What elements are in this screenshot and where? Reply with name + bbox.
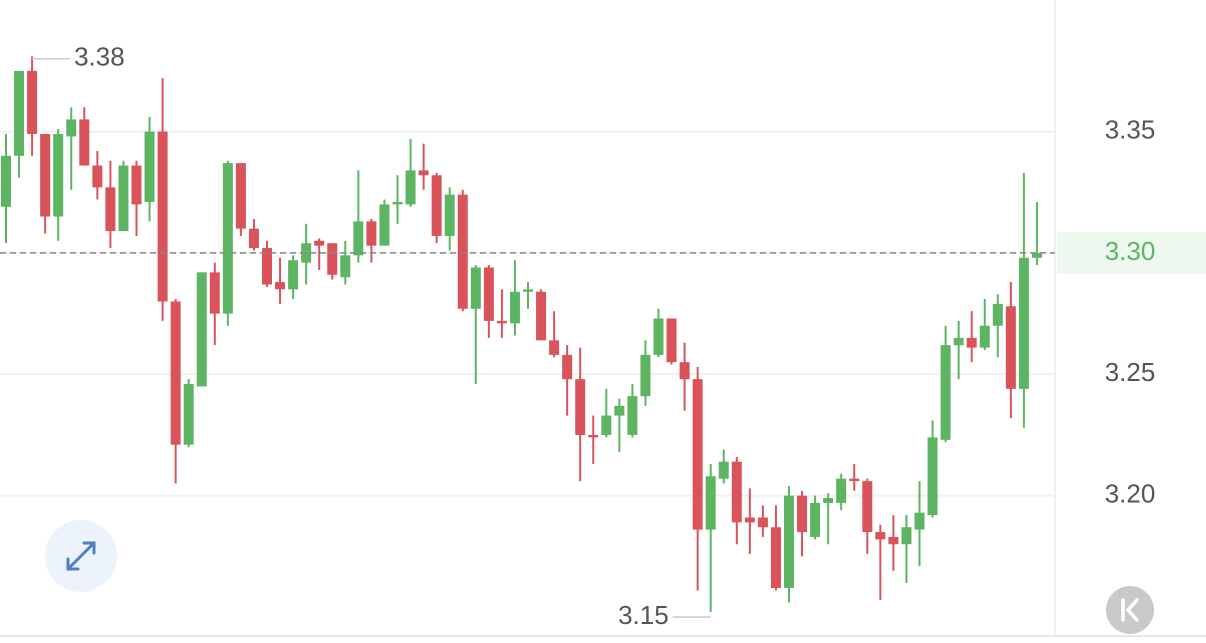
candle-body [262,248,272,285]
candle-body [40,133,51,217]
candle-body [418,170,429,176]
candle-body [235,163,246,229]
last-price-label: 3.30 [1105,236,1156,266]
candle-body [744,517,755,523]
candle-body [196,272,207,387]
candle-body [1031,252,1042,258]
candle-body [509,291,520,324]
candle-body [627,396,638,435]
candle-body [288,260,299,290]
candle-body [27,70,38,134]
expand-icon[interactable] [66,541,96,571]
candle-body [614,405,625,416]
candle-body [105,187,116,232]
candle-body [666,318,677,363]
candle-body [1018,257,1029,389]
y-tick-label: 3.35 [1105,114,1156,144]
min-label: 3.15 [618,600,669,630]
candle-body [979,325,990,348]
candle-body [966,337,977,348]
candle-body [640,354,651,397]
candle-body [901,527,912,545]
candle-body [275,282,286,290]
candle-body [405,170,416,205]
candle-body [1,155,11,207]
candle-body [784,495,794,588]
candle-body [470,267,481,309]
candle-body [66,119,77,137]
candle-body [327,243,338,275]
candle-body [836,478,847,503]
candle-body [731,461,742,523]
candle-body [797,495,808,533]
candle-body [353,221,364,256]
candle-body [679,362,690,380]
candle-body [992,303,1003,326]
candle-body [927,437,938,516]
candle-body [209,272,220,314]
candle-body [379,204,390,246]
candle-body [705,476,716,530]
candle-body [523,289,533,292]
candle-body [953,337,964,346]
candle-body [457,194,468,309]
candle-body [314,240,325,246]
candle-body [823,498,834,503]
candle-body [248,228,259,249]
last-price-bg [1057,231,1206,274]
candle-body [14,70,25,156]
candle-body [757,517,768,528]
candle-body [1005,306,1016,389]
max-label: 3.38 [74,42,125,72]
candle-body [718,461,729,479]
candle-body [431,175,442,236]
y-tick-label: 3.25 [1105,357,1156,387]
candle-body [183,384,194,445]
candle-body [875,532,886,540]
candle-body [914,512,925,530]
candle-body [536,291,547,341]
candle-body [444,194,455,236]
candle-body [170,301,181,445]
expand-button[interactable] [45,520,117,592]
candle-body [653,318,664,355]
candle-body [131,165,142,205]
candle-body [496,320,507,324]
candle-body [862,481,873,533]
labels: 3.353.303.253.203.383.153.30 [0,42,1206,630]
candle-body [53,133,64,217]
candle-body [562,354,573,380]
candle-body [340,255,351,278]
candle-body [575,379,586,435]
candle-body [692,379,703,530]
candle-body [810,502,821,537]
candle-body [222,163,233,314]
candle-body [79,119,90,166]
candle-body [92,165,103,188]
candle-body [392,201,403,205]
candle-body [770,527,781,588]
candle-body [588,434,599,438]
candle-body [601,415,612,435]
candle-body [301,243,312,263]
candle-body [366,221,377,246]
candle-body [940,345,951,440]
candle-body [144,131,155,202]
scroll-to-latest-button[interactable] [1106,586,1154,634]
candles [1,56,1042,613]
candle-body [118,165,129,232]
candle-body [888,536,899,545]
y-tick-label: 3.20 [1105,479,1156,509]
candle-body [849,478,860,482]
scroll-icon[interactable] [1121,598,1139,622]
candle-body [157,131,168,302]
candle-body [549,340,560,355]
candle-body [483,267,494,321]
